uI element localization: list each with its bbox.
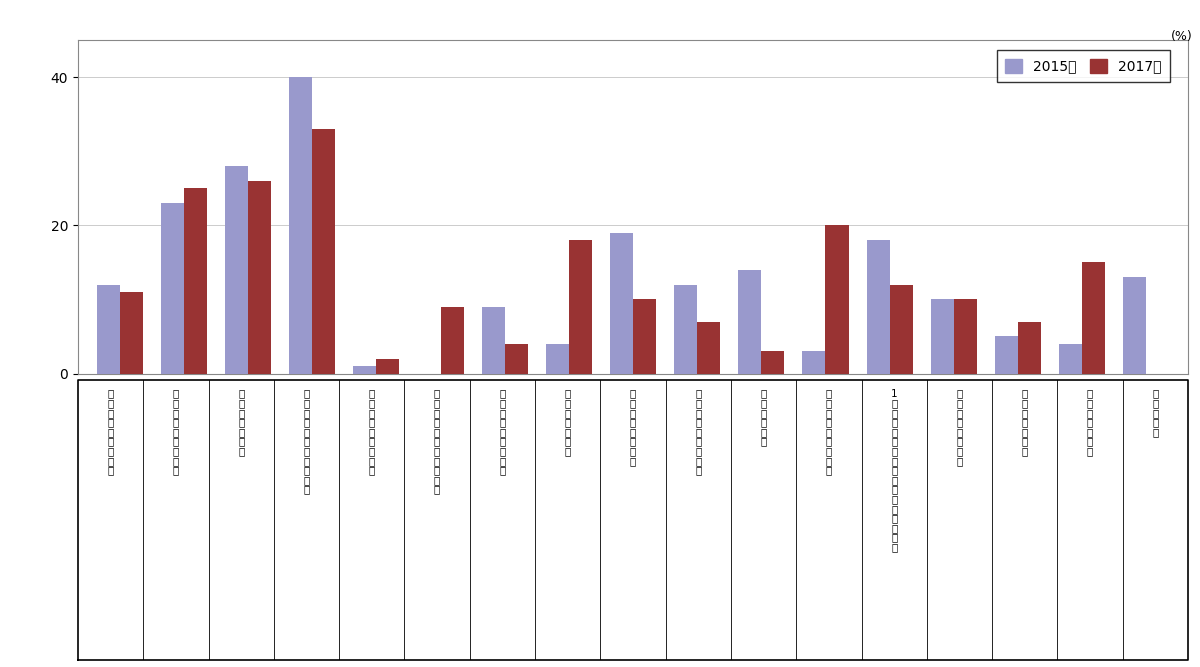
Bar	[161, 203, 184, 374]
Bar	[312, 129, 335, 374]
Bar	[120, 292, 143, 374]
Text: 以
上
に
お
金
が
今
ま
で: 以 上 に お 金 が 今 ま で	[368, 389, 374, 476]
Text: (%): (%)	[1171, 30, 1193, 43]
Text: 親
の
ク
ル
マ
が
使
え
る: 親 の ク ル マ が 使 え る	[108, 389, 114, 476]
Text: レ
ン
タ
カ
ー
で
十
分: レ ン タ カ ー で 十 分	[630, 389, 636, 466]
Text: 興
味
が
な
い: 興 味 が な い	[1152, 389, 1158, 437]
Bar	[889, 285, 913, 374]
Legend: 2015年, 2017年: 2015年, 2017年	[997, 50, 1170, 82]
Text: 以
外
に
使
い
た
い: 以 外 に 使 い た い	[238, 389, 245, 456]
Text: 駐
車
場
な
ど
お
金
が
か
か
る: 駐 車 場 な ど お 金 が か か る	[304, 389, 310, 495]
Bar	[738, 269, 761, 374]
Bar	[569, 240, 592, 374]
Text: な
り
た
い
ク
ル
マ: な り た い ク ル マ	[1021, 389, 1028, 456]
Bar	[826, 225, 848, 374]
Bar	[931, 299, 954, 374]
Text: 1
人
な
ら
自
転
車
や
徒
歩
で
十
分
、
バ
イ
ク: 1 人 な ら 自 転 車 や 徒 歩 で 十 分 、 バ イ ク	[890, 389, 898, 552]
Bar	[184, 188, 206, 374]
Bar	[377, 359, 400, 374]
Bar	[954, 299, 977, 374]
Bar	[697, 321, 720, 374]
Bar	[803, 352, 826, 374]
Bar	[481, 307, 505, 374]
Text: 自
分
の
お
金
は
ク
ル
マ: 自 分 の お 金 は ク ル マ	[173, 389, 179, 476]
Text: ク
ル
マ
に
対
し
て: ク ル マ に 対 し て	[1087, 389, 1093, 456]
Text: 乗
り
た
い
ク
ル
マ
が: 乗 り た い ク ル マ が	[956, 389, 962, 466]
Bar	[224, 166, 248, 374]
Bar	[866, 240, 889, 374]
Text: カ
ー
シ
ェ
ア
リ
ン
グ
で: カ ー シ ェ ア リ ン グ で	[695, 389, 702, 476]
Text: 駐
車
ス
ペ
ー
ス
が
な
い: 駐 車 ス ペ ー ス が な い	[826, 389, 832, 476]
Bar	[289, 77, 312, 374]
Bar	[610, 233, 634, 374]
Bar	[761, 352, 785, 374]
Bar	[634, 299, 656, 374]
Bar	[995, 336, 1018, 374]
Text: 必
要
な
か
と
き
は: 必 要 な か と き は	[564, 389, 571, 456]
Bar	[1082, 262, 1105, 374]
Text: 貸
金
が
少
な
い: 貸 金 が 少 な い	[761, 389, 767, 447]
Bar	[1018, 321, 1042, 374]
Bar	[248, 181, 271, 374]
Text: 友
人
か
ら
借
り
ら
れ
る: 友 人 か ら 借 り ら れ る	[499, 389, 505, 476]
Text: 買
わ
な
く
て
も
生
活
で
き
る: 買 わ な く て も 生 活 で き る	[434, 389, 440, 495]
Bar	[353, 366, 377, 374]
Bar	[97, 285, 120, 374]
Bar	[505, 344, 528, 374]
Bar	[674, 285, 697, 374]
Bar	[546, 344, 569, 374]
Bar	[1060, 344, 1082, 374]
Bar	[440, 307, 463, 374]
Bar	[1123, 277, 1146, 374]
